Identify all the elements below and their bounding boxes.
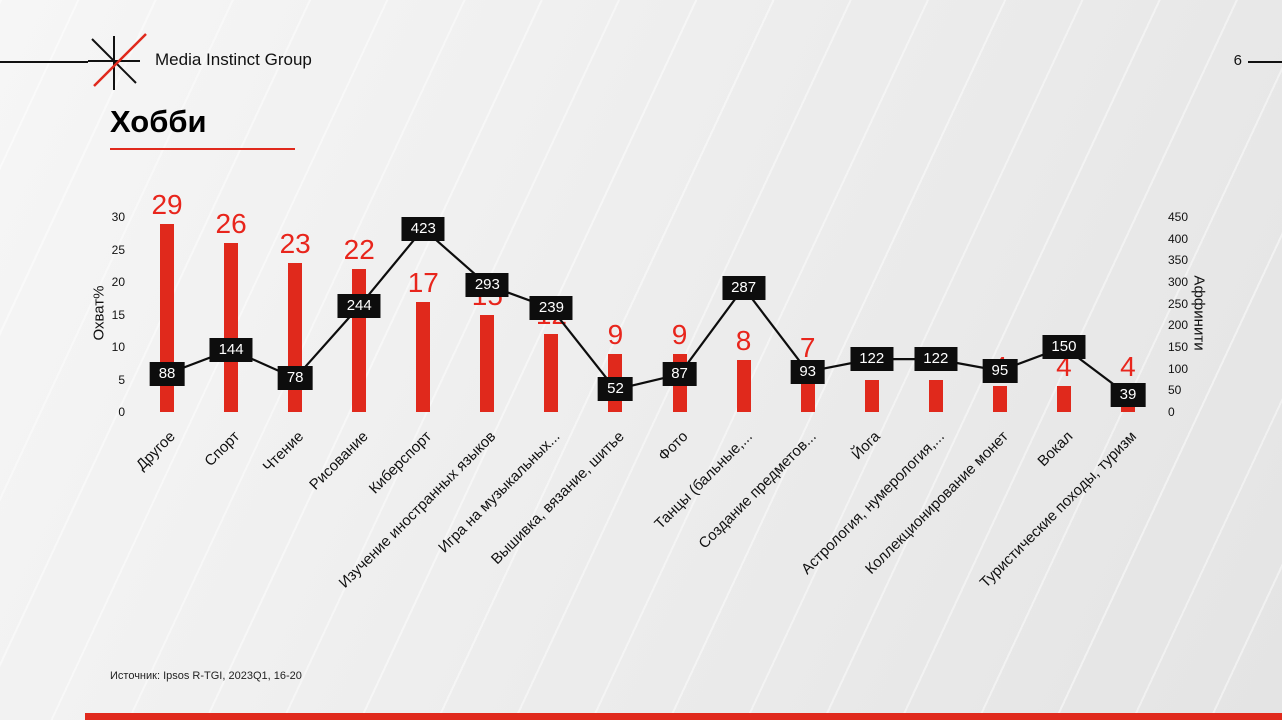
bar-value-label: 4 [1120, 351, 1136, 382]
right-axis-tick: 350 [1168, 253, 1189, 268]
category-label-text: Рисование [305, 428, 372, 494]
left-axis-tick: 25 [111, 242, 125, 257]
bar-value-label: 29 [151, 188, 183, 220]
line-value-label: 423 [401, 216, 445, 241]
right-axis-tick: 300 [1168, 275, 1189, 289]
right-axis-tick: 200 [1168, 318, 1189, 333]
bar [864, 379, 879, 412]
brand-name: Media Instinct Group [155, 50, 312, 69]
line-value-label: 52 [598, 377, 633, 402]
left-axis-tick: 10 [111, 340, 125, 354]
line-value-label: 95 [982, 358, 1018, 383]
category-label-text: Йога [848, 428, 884, 464]
category-label-text: Спорт [201, 428, 244, 470]
right-axis-tick: 150 [1168, 340, 1189, 354]
category-label-text: Создание предметов... [695, 428, 820, 553]
left-axis-tick: 0 [118, 405, 125, 419]
footer-accent-strip [85, 713, 1282, 720]
category-label-text: Вокал [1033, 428, 1076, 470]
right-axis-tick: 400 [1168, 231, 1189, 246]
category-label-text: Игра на музыкальных... [435, 428, 564, 557]
bar [736, 360, 751, 412]
line-value-label: 88 [149, 361, 185, 386]
left-axis-tick: 30 [111, 210, 125, 224]
category-label-text: Фото [655, 428, 692, 465]
bar [1056, 386, 1071, 412]
bar-value-label: 22 [343, 234, 375, 265]
line-value-label: 287 [722, 275, 766, 300]
left-axis-tick: 5 [118, 372, 125, 387]
line-value-label: 122 [914, 347, 958, 372]
media-instinct-logo [88, 33, 147, 90]
right-axis-tick: 0 [1168, 405, 1175, 419]
page-number: 6 [1233, 52, 1242, 69]
category-label-text: Чтение [259, 428, 308, 476]
bar [352, 269, 367, 412]
line-value-label: 87 [662, 362, 697, 387]
category-label-text: Киберспорт [365, 428, 436, 498]
left-axis-tick: 20 [111, 275, 125, 289]
line-value-label: 39 [1110, 383, 1146, 408]
line-value-label: 244 [337, 294, 381, 319]
header-rule-right [1248, 61, 1282, 63]
header-rule-left [0, 61, 88, 63]
line-value-label: 78 [277, 366, 313, 391]
bar [544, 334, 559, 412]
line-value-label: 239 [529, 296, 573, 321]
bar [480, 314, 495, 412]
source-note: Источник: Ipsos R-TGI, 2023Q1, 16-20 [110, 670, 302, 682]
left-axis-tick: 15 [111, 307, 125, 322]
category-label-text: Вышивка, вязание, шитье [487, 428, 628, 568]
line-value-label: 93 [790, 359, 825, 384]
line-value-label: 122 [850, 347, 894, 372]
right-axis-tick: 450 [1168, 210, 1189, 224]
title-underline [110, 148, 295, 150]
line-value-label: 150 [1042, 335, 1086, 359]
right-axis-tick: 100 [1168, 361, 1189, 376]
bar [992, 386, 1007, 412]
right-axis-tick: 50 [1168, 383, 1182, 398]
right-axis-tick: 250 [1168, 296, 1189, 311]
line-value-label: 293 [465, 273, 509, 298]
bar [928, 379, 943, 412]
bar [416, 301, 431, 412]
bar [224, 243, 239, 412]
line-value-label: 144 [209, 337, 253, 362]
slide-title: Хобби [110, 104, 207, 139]
category-label-text: Другое [133, 428, 180, 474]
